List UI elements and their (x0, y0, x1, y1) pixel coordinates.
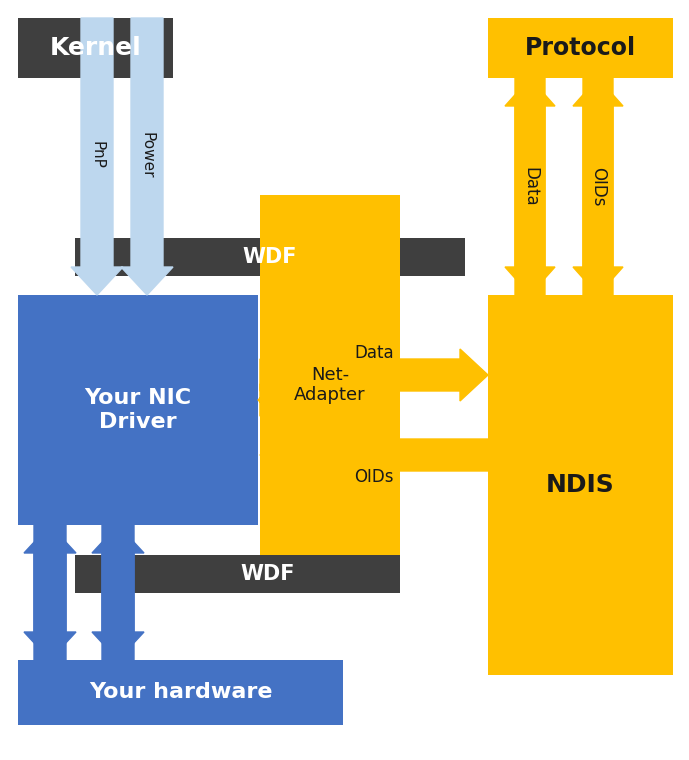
Polygon shape (258, 374, 286, 426)
Bar (488, 18, 673, 78)
Text: WDF: WDF (240, 564, 295, 584)
Polygon shape (573, 78, 623, 295)
Text: Kernel: Kernel (50, 36, 141, 60)
Text: NDIS: NDIS (546, 473, 615, 497)
Text: Your hardware: Your hardware (89, 682, 272, 702)
Text: Net-
Adapter: Net- Adapter (294, 366, 366, 404)
Polygon shape (24, 525, 76, 660)
Polygon shape (71, 18, 123, 295)
Bar (488, 295, 673, 675)
Polygon shape (24, 525, 76, 660)
Polygon shape (573, 78, 623, 295)
Bar (18, 660, 343, 725)
Polygon shape (92, 525, 144, 660)
Text: Data: Data (521, 166, 539, 206)
Polygon shape (260, 429, 488, 481)
Text: Data: Data (354, 344, 394, 362)
Polygon shape (92, 525, 144, 660)
Bar (75, 238, 465, 276)
Bar (18, 295, 258, 525)
Text: Your NIC
Driver: Your NIC Driver (85, 388, 192, 432)
Text: PnP: PnP (90, 141, 105, 169)
Text: OIDs: OIDs (589, 166, 607, 206)
Text: Protocol: Protocol (525, 36, 636, 60)
Bar (75, 555, 400, 593)
Bar (18, 18, 173, 78)
Polygon shape (121, 18, 173, 295)
Text: Power: Power (139, 131, 154, 179)
Bar (260, 195, 400, 575)
Polygon shape (505, 78, 555, 295)
Text: OIDs: OIDs (354, 468, 393, 486)
Text: WDF: WDF (243, 247, 297, 267)
Polygon shape (260, 349, 488, 401)
Polygon shape (505, 78, 555, 295)
